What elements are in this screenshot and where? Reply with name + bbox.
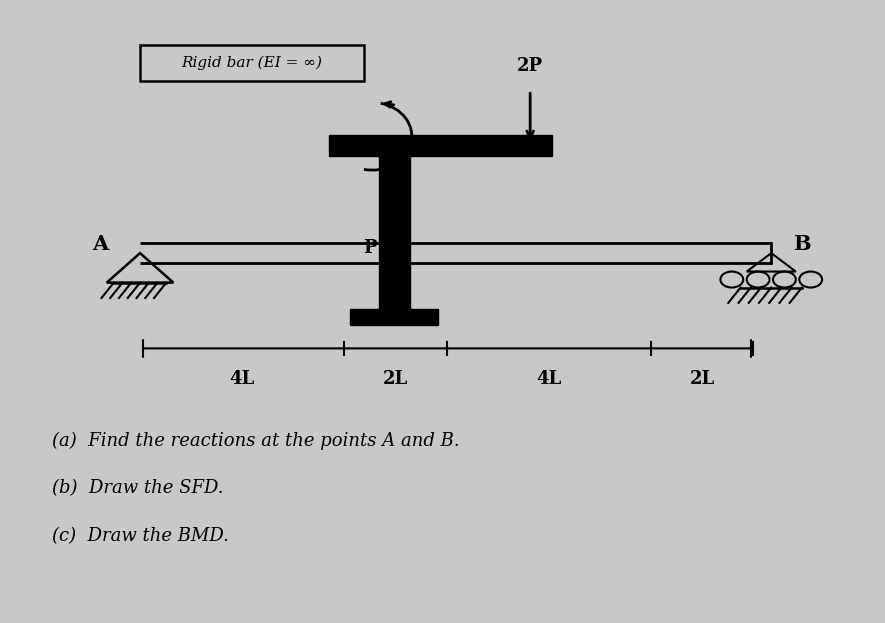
Text: A: A bbox=[92, 234, 108, 254]
Text: (c)  Draw the BMD.: (c) Draw the BMD. bbox=[52, 527, 229, 545]
Text: 2P: 2P bbox=[517, 57, 543, 75]
Bar bbox=[379, 151, 410, 312]
Text: B: B bbox=[793, 234, 811, 254]
Bar bbox=[328, 135, 552, 156]
Bar bbox=[350, 309, 438, 325]
Text: Rigid bar (EI = ∞): Rigid bar (EI = ∞) bbox=[181, 56, 322, 70]
Text: 2L: 2L bbox=[383, 370, 408, 388]
Text: 2L: 2L bbox=[689, 370, 715, 388]
Text: (a)  Find the reactions at the points A and B.: (a) Find the reactions at the points A a… bbox=[52, 431, 460, 450]
Text: P: P bbox=[363, 239, 376, 257]
Text: 4L: 4L bbox=[229, 370, 255, 388]
FancyBboxPatch shape bbox=[140, 45, 364, 81]
Text: (b)  Draw the SFD.: (b) Draw the SFD. bbox=[52, 479, 224, 497]
Text: 4L: 4L bbox=[536, 370, 562, 388]
